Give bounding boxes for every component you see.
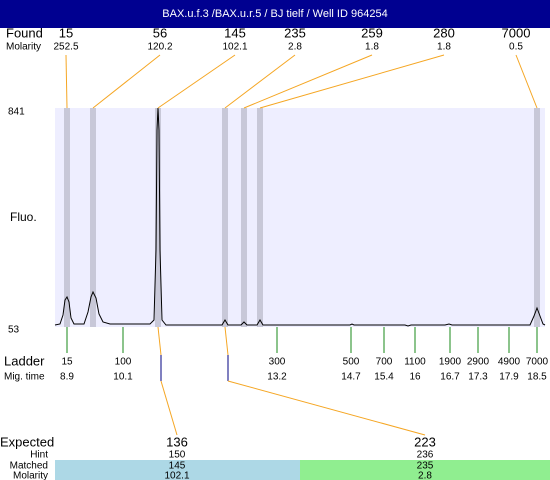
found-molarity: 1.8 bbox=[365, 42, 379, 53]
peak-band bbox=[155, 108, 161, 327]
ladder-size: 300 bbox=[269, 357, 286, 368]
ladder-time: 15.4 bbox=[374, 372, 394, 383]
peak-band bbox=[64, 108, 70, 327]
ladder-size: 15 bbox=[61, 357, 73, 368]
found-size: 56 bbox=[153, 25, 167, 40]
ladder-time: 18.5 bbox=[527, 372, 547, 383]
matched-row-b bbox=[300, 460, 550, 480]
found-molarity: 252.5 bbox=[53, 42, 78, 53]
matched-value: 235 bbox=[417, 461, 434, 472]
y-axis-label: Fluo. bbox=[10, 210, 37, 224]
ladder-size: 700 bbox=[376, 357, 393, 368]
expected-connector bbox=[224, 326, 229, 356]
matched-label: Matched bbox=[10, 461, 48, 472]
ladder-size: 1100 bbox=[404, 357, 426, 368]
found-size: 7000 bbox=[502, 25, 531, 40]
found-molarity: 120.2 bbox=[147, 42, 172, 53]
ladder-size: 500 bbox=[343, 357, 360, 368]
ladder-time: 14.7 bbox=[341, 372, 361, 383]
plot-area bbox=[55, 108, 545, 327]
peak-band bbox=[241, 108, 247, 327]
peak-band bbox=[90, 108, 96, 327]
found-connector bbox=[515, 54, 538, 109]
found-connector bbox=[243, 54, 373, 109]
matched-row-a bbox=[55, 460, 300, 480]
found-molarity: 1.8 bbox=[437, 42, 451, 53]
peak-band bbox=[222, 108, 228, 327]
hint-label: Hint bbox=[30, 450, 48, 461]
ladder-label: Ladder bbox=[4, 353, 45, 368]
ladder-time: 16 bbox=[409, 372, 421, 383]
peak-band bbox=[257, 108, 263, 327]
header-title: BAX.u.f.3 /BAX.u.r.5 / BJ tielf / Well I… bbox=[162, 8, 387, 20]
found-molarity: 102.1 bbox=[222, 42, 247, 53]
ladder-time: 8.9 bbox=[60, 372, 74, 383]
found-size: 235 bbox=[284, 25, 306, 40]
ladder-time: 17.9 bbox=[499, 372, 519, 383]
ladder-size: 1900 bbox=[439, 357, 462, 368]
expected-connector bbox=[157, 326, 162, 356]
peak-bands bbox=[64, 108, 540, 327]
matched-value: 145 bbox=[169, 461, 186, 472]
found-connector bbox=[224, 54, 296, 109]
ladder-size: 2900 bbox=[467, 357, 490, 368]
ladder-size: 4900 bbox=[498, 357, 521, 368]
found-size: 280 bbox=[433, 25, 455, 40]
found-molarity: 2.8 bbox=[288, 42, 302, 53]
ladder-time: 10.1 bbox=[113, 372, 133, 383]
molarity-label: Molarity bbox=[6, 42, 41, 53]
ladder-time: 13.2 bbox=[267, 372, 287, 383]
ladder-size: 7000 bbox=[526, 357, 549, 368]
found-connector bbox=[157, 54, 236, 109]
y-max-label: 841 bbox=[8, 107, 25, 118]
found-connector bbox=[92, 54, 161, 109]
expected-connector bbox=[227, 380, 426, 436]
ladder-time: 17.3 bbox=[468, 372, 488, 383]
hint-value: 150 bbox=[169, 450, 186, 461]
header-bar bbox=[0, 0, 550, 28]
molarity-value: 102.1 bbox=[164, 471, 189, 480]
found-size: 145 bbox=[224, 25, 246, 40]
hint-value: 236 bbox=[417, 450, 434, 461]
molarity-value: 2.8 bbox=[418, 471, 432, 480]
trace bbox=[54, 107, 546, 327]
ladder-time: 16.7 bbox=[440, 372, 460, 383]
expected-value: 136 bbox=[166, 434, 188, 449]
mig-time-label: Mig. time bbox=[4, 372, 45, 383]
found-label: Found bbox=[6, 25, 43, 40]
found-size: 15 bbox=[59, 25, 73, 40]
found-connector bbox=[65, 54, 68, 109]
y-min-label: 53 bbox=[8, 325, 20, 336]
expected-value: 223 bbox=[414, 434, 436, 449]
molarity-row-label: Molarity bbox=[13, 471, 48, 480]
expected-connector bbox=[160, 380, 178, 436]
ladder-size: 100 bbox=[115, 357, 132, 368]
found-connector bbox=[259, 54, 445, 109]
expected-label: Expected bbox=[0, 434, 54, 449]
found-molarity: 0.5 bbox=[509, 42, 523, 53]
peak-band bbox=[534, 108, 540, 327]
found-size: 259 bbox=[361, 25, 383, 40]
